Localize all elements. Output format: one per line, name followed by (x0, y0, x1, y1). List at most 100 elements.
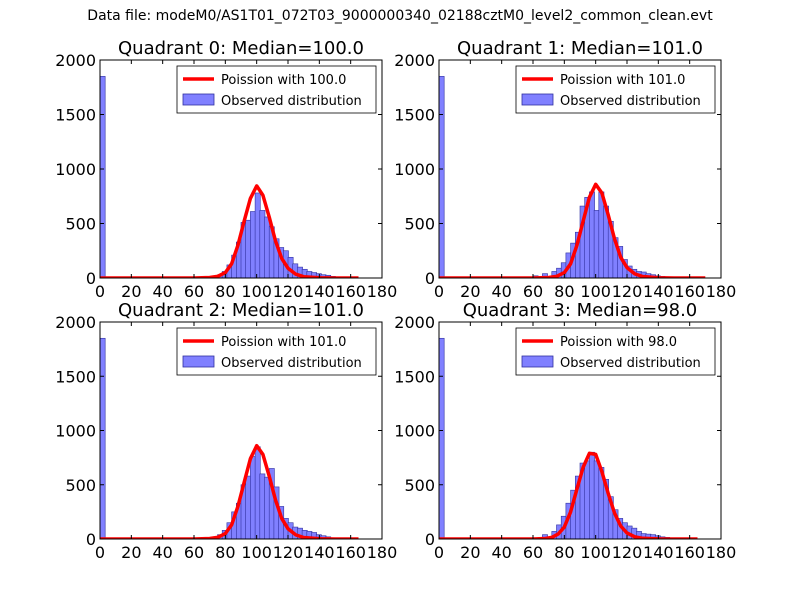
histogram-bar (250, 211, 256, 278)
x-tick-label: 120 (273, 282, 304, 301)
histogram-bar (264, 216, 270, 278)
histogram-bar (245, 219, 252, 278)
x-tick-label: 140 (304, 543, 335, 562)
y-tick-label: 500 (65, 476, 96, 495)
plot-marks (439, 76, 706, 278)
histogram-bar (593, 460, 600, 539)
histogram-bar (589, 451, 595, 539)
legend: Poission with 98.0 Observed distribution (515, 327, 716, 376)
legend: Poission with 101.0 Observed distribution (515, 65, 716, 114)
legend: Poission with 101.0 Observed distribution (176, 327, 377, 376)
x-tick-label: 0 (95, 282, 105, 301)
legend-label-poisson: Poission with 101.0 (221, 335, 346, 350)
x-tick-label: 180 (367, 543, 398, 562)
legend-label-observed: Observed distribution (560, 356, 701, 371)
legend-label-observed: Observed distribution (221, 94, 362, 109)
histogram-bar (589, 191, 595, 278)
y-tick-label: 2000 (55, 51, 96, 70)
poisson-line (100, 443, 359, 539)
plot-marks (100, 337, 359, 539)
y-tick-label: 1500 (55, 106, 96, 125)
histogram-bar (439, 76, 445, 278)
x-tick-label: 100 (241, 282, 272, 301)
plot-marks (100, 76, 359, 278)
x-tick-label: 80 (554, 282, 574, 301)
histogram-bar (100, 337, 106, 539)
x-tick-label: 100 (580, 543, 611, 562)
x-tick-label: 100 (241, 543, 272, 562)
x-tick-label: 160 (674, 282, 705, 301)
panel-title: Quadrant 1: Median=101.0 (457, 38, 703, 59)
legend: Poission with 100.0 Observed distribution (176, 65, 377, 114)
legend-label-poisson: Poission with 98.0 (560, 335, 677, 350)
y-tick-label: 0 (86, 530, 96, 549)
x-tick-label: 120 (612, 282, 643, 301)
y-tick-label: 2000 (55, 313, 96, 332)
panel-quadrant-2: 0 20 40 60 80 100 120 140 160 180 0 500 1000 1500 2000… (55, 300, 397, 562)
legend-label-observed: Observed distribution (560, 94, 701, 109)
histogram-bar (259, 210, 266, 278)
legend-swatch-observed (182, 93, 215, 106)
x-tick-label: 40 (152, 282, 172, 301)
y-tick-label: 1500 (394, 367, 435, 386)
x-tick-label: 0 (434, 282, 444, 301)
panel-quadrant-3: 0 20 40 60 80 100 120 140 160 180 0 500 1000 1500 2000… (394, 300, 736, 562)
y-tick-label: 500 (404, 215, 435, 234)
histogram-bar (598, 191, 605, 278)
x-tick-label: 20 (460, 543, 480, 562)
y-tick-label: 0 (425, 530, 435, 549)
x-tick-label: 60 (523, 543, 543, 562)
legend-label-poisson: Poission with 100.0 (221, 73, 346, 88)
x-tick-label: 60 (184, 543, 204, 562)
x-tick-label: 140 (643, 543, 674, 562)
y-tick-label: 500 (404, 476, 435, 495)
poisson-line (439, 182, 706, 278)
histogram-bar (254, 446, 261, 539)
x-tick-label: 40 (491, 543, 511, 562)
y-tick-label: 1500 (394, 106, 435, 125)
panel-title: Quadrant 0: Median=100.0 (118, 38, 364, 59)
poisson-line (439, 451, 698, 539)
y-tick-label: 1000 (394, 160, 435, 179)
histogram-bar (259, 473, 266, 539)
panel-quadrant-0: 0 20 40 60 80 100 120 140 160 180 0 500 1000 1500 2000… (55, 38, 397, 301)
x-tick-label: 120 (612, 543, 643, 562)
x-tick-label: 0 (95, 543, 105, 562)
x-tick-label: 160 (674, 543, 705, 562)
x-tick-label: 20 (121, 543, 141, 562)
histogram-bar (254, 192, 261, 278)
histogram-bar (439, 337, 445, 539)
panel-title: Quadrant 2: Median=101.0 (118, 300, 364, 321)
figure-title: Data file: modeM0/AS1T01_072T03_90000003… (87, 8, 713, 24)
panel-title: Quadrant 3: Median=98.0 (463, 300, 698, 321)
x-tick-label: 40 (491, 282, 511, 301)
legend-frame (515, 65, 716, 114)
histogram-bar (593, 210, 600, 278)
legend-swatch-observed (521, 355, 554, 368)
x-tick-label: 180 (367, 282, 398, 301)
x-tick-label: 160 (335, 282, 366, 301)
y-tick-label: 0 (425, 269, 435, 288)
y-tick-label: 2000 (394, 51, 435, 70)
legend-label-observed: Observed distribution (221, 356, 362, 371)
legend-swatch-observed (521, 93, 554, 106)
legend-swatch-observed (182, 355, 215, 368)
histogram-bar (100, 76, 106, 278)
x-tick-label: 180 (706, 543, 737, 562)
x-tick-label: 120 (273, 543, 304, 562)
histogram-bar (584, 460, 591, 539)
x-tick-label: 80 (215, 282, 235, 301)
x-tick-label: 0 (434, 543, 444, 562)
y-tick-label: 0 (86, 269, 96, 288)
legend-label-poisson: Poission with 101.0 (560, 73, 685, 88)
histogram-bar (245, 475, 252, 539)
histogram-bar (264, 476, 270, 539)
x-tick-label: 20 (121, 282, 141, 301)
x-tick-label: 140 (643, 282, 674, 301)
x-tick-label: 60 (523, 282, 543, 301)
x-tick-label: 160 (335, 543, 366, 562)
panel-quadrant-1: 0 20 40 60 80 100 120 140 160 180 0 500 1000 1500 2000… (394, 38, 736, 301)
y-tick-label: 1500 (55, 367, 96, 386)
y-tick-label: 1000 (394, 422, 435, 441)
